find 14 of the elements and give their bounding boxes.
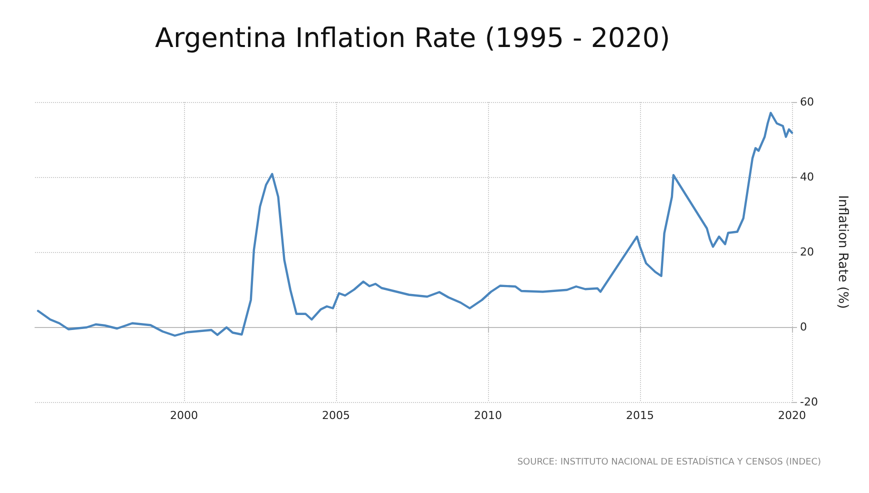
x-tick-label: 2020: [778, 409, 806, 422]
y-tick-label: 20: [800, 246, 814, 258]
x-tick-label: 2010: [474, 409, 502, 422]
y-tick-label: 60: [800, 96, 814, 108]
line-series: [36, 112, 794, 337]
source-note: SOURCE: INSTITUTO NACIONAL DE ESTADÍSTICA Y CENSOS (INDEC): [517, 456, 822, 468]
x-tick-label: 2015: [626, 409, 654, 422]
y-axis-title: Inflation Rate (%): [835, 195, 850, 309]
y-tick-label: 40: [800, 170, 814, 184]
chart-title: Argentina Inflation Rate (1995 - 2020): [155, 23, 670, 54]
x-tick-label: 2000: [170, 409, 198, 422]
x-tick-label: 2005: [322, 409, 350, 422]
y-tick-label: 0: [800, 320, 807, 334]
y-tick-label: -20: [800, 396, 818, 408]
